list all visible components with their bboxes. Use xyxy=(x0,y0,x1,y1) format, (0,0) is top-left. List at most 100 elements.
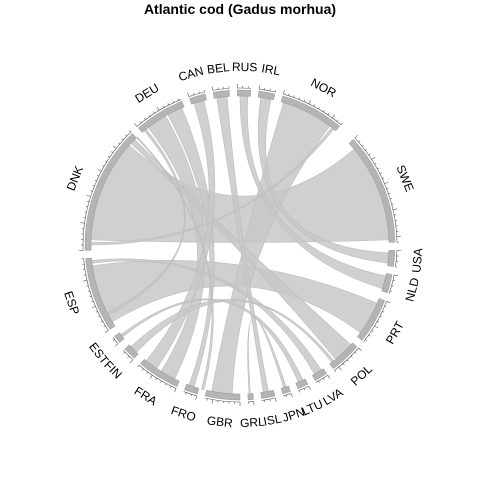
tick xyxy=(165,383,167,386)
sector-label-irl: IRL xyxy=(260,61,281,78)
sector-label-fra: FRA xyxy=(132,384,160,409)
sector-label-nor: NOR xyxy=(309,75,339,100)
sector-swe xyxy=(348,138,396,243)
tick xyxy=(112,339,115,341)
tick xyxy=(121,138,124,141)
axis-fra xyxy=(138,365,177,389)
tick xyxy=(386,300,391,303)
tick xyxy=(298,390,300,393)
tick xyxy=(374,162,377,165)
tick xyxy=(361,144,364,147)
tick xyxy=(118,142,120,145)
tick xyxy=(336,119,339,122)
tick xyxy=(211,86,214,91)
sector-grl xyxy=(247,393,254,401)
sector-label-usa: USA xyxy=(409,248,425,274)
axis-esp xyxy=(83,258,109,331)
tick xyxy=(170,385,172,389)
axis-bel xyxy=(212,88,230,91)
sector-label-swe: SWE xyxy=(393,163,416,194)
tick xyxy=(162,105,165,108)
tick xyxy=(308,100,311,105)
tick xyxy=(392,208,397,210)
tick xyxy=(172,100,174,103)
tick xyxy=(100,320,103,323)
tick xyxy=(198,91,200,94)
tick xyxy=(141,368,144,371)
tick xyxy=(137,365,140,367)
sector-label-pol: POL xyxy=(348,362,375,389)
tick xyxy=(371,330,374,332)
sector-label-jpn: JPN xyxy=(281,405,307,425)
tick xyxy=(86,285,89,287)
tick xyxy=(96,175,100,177)
tick xyxy=(148,114,151,117)
tick xyxy=(394,274,399,277)
tick xyxy=(365,339,368,341)
tick xyxy=(98,316,101,318)
tick xyxy=(374,325,379,329)
sector-label-rus: RUS xyxy=(232,60,258,75)
tick xyxy=(318,380,320,383)
axis-nld xyxy=(389,274,395,294)
tick xyxy=(303,388,305,391)
tick xyxy=(386,187,389,190)
tick xyxy=(104,330,109,333)
sector-deu xyxy=(137,100,185,133)
tick xyxy=(123,351,126,354)
tick xyxy=(155,377,158,380)
axis-dnk xyxy=(82,131,132,251)
axis-usa xyxy=(395,250,398,267)
sector-dnk xyxy=(84,133,137,251)
tick xyxy=(368,153,371,156)
tick xyxy=(382,177,385,179)
tick xyxy=(127,355,130,358)
sector-can xyxy=(189,93,207,105)
tick xyxy=(87,200,90,203)
tick xyxy=(322,110,325,113)
sector-fin xyxy=(124,344,139,359)
tick xyxy=(91,300,94,303)
axis-jpn xyxy=(283,393,292,397)
tick xyxy=(139,121,142,124)
tick xyxy=(190,394,192,397)
sector-pol xyxy=(329,342,358,370)
sector-label-nld: NLD xyxy=(403,276,423,303)
sector-gbr xyxy=(204,389,241,401)
sector-label-bel: BEL xyxy=(206,60,231,77)
tick xyxy=(108,155,111,158)
sector-irl xyxy=(257,90,276,101)
tick xyxy=(354,351,357,354)
tick xyxy=(167,103,169,106)
chart-title: Atlantic cod (Gadus morhua) xyxy=(143,1,337,17)
sector-label-isl: ISL xyxy=(262,411,283,428)
tick xyxy=(125,134,128,137)
sector-prt xyxy=(357,298,386,341)
tick xyxy=(193,92,195,95)
tick xyxy=(282,90,285,95)
tick xyxy=(391,203,394,205)
tick xyxy=(388,192,391,195)
tick xyxy=(350,355,353,358)
tick xyxy=(146,371,148,374)
tick xyxy=(382,311,385,313)
chord-link-1 xyxy=(92,260,378,333)
sector-jpn xyxy=(280,385,291,395)
tick xyxy=(102,165,105,167)
tick xyxy=(368,334,371,337)
tick xyxy=(89,295,92,298)
tick xyxy=(80,222,85,224)
tick xyxy=(322,377,325,380)
tick xyxy=(112,145,117,149)
tick xyxy=(354,134,358,139)
tick xyxy=(340,123,343,125)
tick xyxy=(377,167,380,170)
tick xyxy=(195,395,198,400)
sector-est xyxy=(114,332,125,343)
sector-nor xyxy=(280,95,340,132)
tick xyxy=(91,306,96,309)
sector-label-gbr: GBR xyxy=(206,413,234,430)
tick xyxy=(332,114,335,119)
sector-label-lva: LVA xyxy=(320,385,345,408)
